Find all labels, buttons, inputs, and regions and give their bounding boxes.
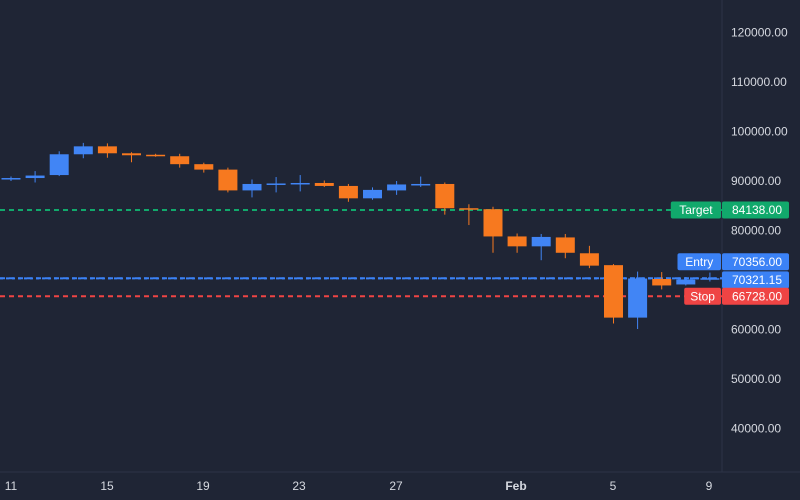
candle-body[interactable] <box>387 184 407 191</box>
candle-body[interactable] <box>435 183 455 209</box>
target-name-tag <box>670 201 721 219</box>
time-axis-label: Feb <box>505 479 526 493</box>
candle-body[interactable] <box>579 253 599 266</box>
candle-body[interactable] <box>170 156 190 165</box>
time-axis-label: 9 <box>706 479 713 493</box>
candle-body[interactable] <box>25 175 45 179</box>
candle-body[interactable] <box>49 154 69 176</box>
entry-value-label: 70356.00 <box>732 255 782 269</box>
candle-body[interactable] <box>314 182 334 186</box>
candle-body[interactable] <box>242 183 262 191</box>
price-axis-label: 60000.00 <box>731 323 781 337</box>
current-value-label: 70321.15 <box>732 273 782 287</box>
entry-name-label: Entry <box>685 255 713 269</box>
candle-body[interactable] <box>266 183 286 185</box>
candle-body[interactable] <box>363 189 382 199</box>
candle-body[interactable] <box>700 278 720 280</box>
candle-body[interactable] <box>676 279 696 285</box>
candle-body[interactable] <box>73 146 93 155</box>
candle-body[interactable] <box>97 146 117 154</box>
price-axis-label: 90000.00 <box>731 174 781 188</box>
target-value-tag <box>722 201 789 219</box>
candle-body[interactable] <box>507 236 527 247</box>
candle-body[interactable] <box>531 236 551 247</box>
stop-value-tag <box>722 287 789 305</box>
price-axis-label: 40000.00 <box>731 422 781 436</box>
candle-body[interactable] <box>411 183 431 186</box>
candle-body[interactable] <box>146 154 166 157</box>
candle-body[interactable] <box>628 278 648 318</box>
candle-body[interactable] <box>652 279 672 286</box>
candle-body[interactable] <box>555 237 575 253</box>
stop-value-label: 66728.00 <box>732 289 782 303</box>
time-axis-label: 27 <box>389 479 403 493</box>
time-axis-label: 5 <box>610 479 617 493</box>
candle-body[interactable] <box>483 209 503 237</box>
candle-body[interactable] <box>290 182 310 185</box>
time-axis-label: 19 <box>196 479 210 493</box>
target-value-label: 84138.00 <box>732 203 782 217</box>
price-axis-label: 100000.00 <box>731 125 788 139</box>
price-axis-label: 120000.00 <box>731 26 788 40</box>
entry-value-tag <box>722 253 789 271</box>
candle-body[interactable] <box>218 169 238 191</box>
price-axis-label: 50000.00 <box>731 372 781 386</box>
time-axis-label: 11 <box>5 479 18 493</box>
candle-body[interactable] <box>1 178 21 180</box>
price-axis-label: 80000.00 <box>731 224 781 238</box>
time-axis-label: 15 <box>100 479 114 493</box>
time-axis-label: 23 <box>292 479 306 493</box>
candle-body[interactable] <box>122 153 141 156</box>
stop-name-label: Stop <box>690 289 715 303</box>
candle-body[interactable] <box>604 265 623 318</box>
current-value-tag <box>722 271 789 289</box>
target-name-label: Target <box>679 203 713 217</box>
stop-name-tag <box>684 287 721 305</box>
candle-body[interactable] <box>194 164 214 170</box>
price-axis-label: 110000.00 <box>731 75 787 89</box>
candle-body[interactable] <box>338 185 358 199</box>
entry-name-tag <box>677 253 721 271</box>
candle-body[interactable] <box>459 208 479 210</box>
